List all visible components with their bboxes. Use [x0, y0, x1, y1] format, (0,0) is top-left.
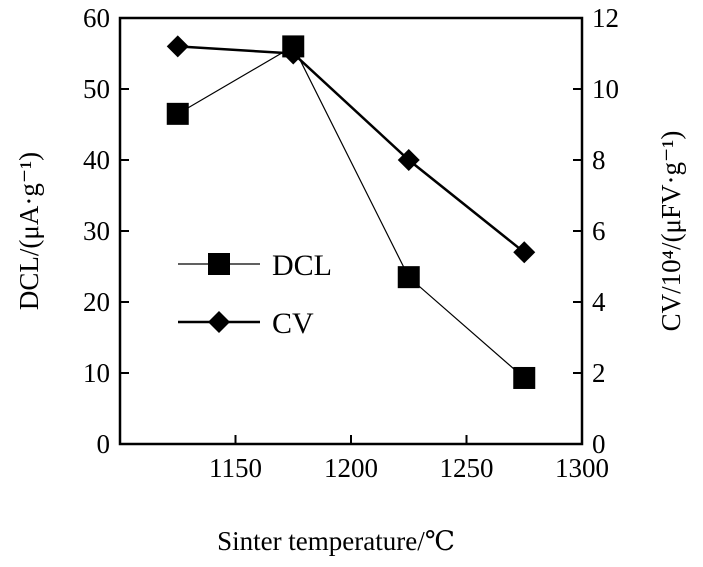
right-y-tick-label: 10	[592, 74, 619, 104]
cv-point	[397, 149, 420, 171]
left-y-tick-label: 60	[83, 3, 110, 33]
cv-point	[282, 42, 305, 65]
legend: DCL CV	[178, 249, 332, 340]
left-y-axis: 0 10 20 30 40 50 60	[83, 3, 129, 459]
legend-cv-marker	[208, 311, 230, 333]
cv-point	[166, 35, 189, 58]
left-y-tick-label: 10	[83, 358, 110, 388]
left-y-tick-label: 0	[97, 429, 111, 459]
right-y-axis-title: CV/10⁴/(μFV·g⁻¹)	[656, 131, 686, 332]
plot-frame	[118, 16, 584, 446]
x-axis-title: Sinter temperature/℃	[217, 526, 455, 556]
x-tick-label: 1300	[555, 453, 609, 483]
left-y-tick-label: 20	[83, 287, 110, 317]
x-axis: 1150 1200 1250 1300	[209, 435, 609, 483]
left-y-tick-label: 40	[83, 145, 110, 175]
cv-series-line	[177, 45, 526, 254]
legend-cv-label: CV	[272, 307, 314, 340]
cv-point	[513, 241, 536, 264]
legend-dcl-marker	[208, 253, 230, 275]
right-y-tick-label: 6	[592, 216, 606, 246]
x-tick-label: 1150	[209, 453, 262, 483]
x-tick-label: 1200	[324, 453, 378, 483]
right-y-tick-label: 12	[592, 3, 619, 33]
dcl-point	[166, 102, 189, 125]
x-tick-label: 1250	[440, 453, 494, 483]
dcl-series-line	[177, 45, 525, 379]
right-y-tick-label: 4	[592, 287, 606, 317]
left-y-tick-label: 50	[83, 74, 110, 104]
dcl-point	[513, 366, 536, 389]
right-y-tick-label: 0	[592, 429, 606, 459]
right-y-tick-label: 2	[592, 358, 606, 388]
right-y-axis: 0 2 4 6 8 10 12	[573, 3, 619, 459]
series-layer	[166, 35, 536, 389]
dcl-point	[397, 266, 420, 289]
left-y-tick-label: 30	[83, 216, 110, 246]
legend-dcl-label: DCL	[272, 249, 332, 282]
right-y-tick-label: 8	[592, 145, 606, 175]
left-y-axis-title: DCL/(μA·g⁻¹)	[14, 152, 44, 310]
